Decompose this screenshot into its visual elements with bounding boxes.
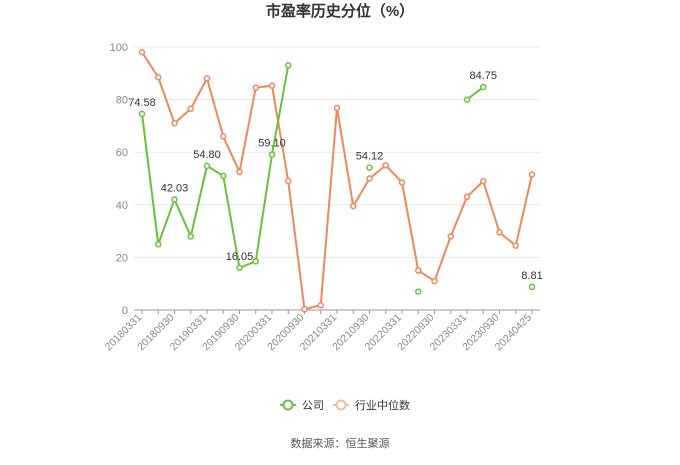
data-point[interactable] (155, 241, 162, 248)
data-label: 54.80 (193, 149, 221, 161)
data-point[interactable] (171, 196, 178, 203)
data-point[interactable] (187, 105, 194, 113)
data-point[interactable] (382, 162, 389, 169)
series-line (141, 65, 290, 269)
data-label: 74.58 (128, 97, 156, 109)
data-point[interactable] (317, 302, 324, 309)
data-point[interactable] (187, 233, 194, 240)
data-point[interactable] (366, 164, 373, 171)
x-axis: 2018033120180930201903312019093020200331… (103, 309, 540, 353)
series-company (138, 62, 536, 295)
legend: 公司 行业中位数 (280, 398, 410, 412)
legend-company-label: 公司 (302, 400, 324, 412)
data-label: 8.81 (521, 270, 542, 282)
data-point[interactable] (220, 172, 227, 180)
data-point[interactable] (480, 83, 487, 91)
legend-industry-marker (335, 399, 347, 411)
data-point[interactable] (155, 73, 162, 81)
data-point[interactable] (138, 49, 146, 56)
data-point[interactable] (268, 151, 276, 158)
series-industry-median (138, 49, 536, 313)
data-point[interactable] (463, 96, 471, 103)
series-line (141, 51, 533, 311)
data-point[interactable] (528, 171, 536, 178)
data-point[interactable] (138, 110, 146, 118)
data-label: 84.75 (469, 70, 497, 82)
data-point[interactable] (415, 267, 422, 274)
data-point[interactable] (203, 162, 211, 170)
data-point[interactable] (285, 62, 292, 69)
data-point[interactable] (220, 133, 227, 140)
data-point[interactable] (512, 242, 519, 249)
data-point[interactable] (415, 288, 422, 295)
legend-company-marker (282, 399, 294, 411)
data-point[interactable] (203, 75, 211, 82)
chart-title: 市盈率历史分位（%） (266, 2, 414, 20)
data-point[interactable] (480, 177, 487, 185)
data-point[interactable] (431, 277, 438, 285)
data-label: 16.05 (226, 251, 254, 263)
y-axis: 0 20 40 60 80 100 (110, 42, 128, 317)
data-point[interactable] (301, 305, 308, 313)
data-point[interactable] (252, 84, 259, 92)
data-point[interactable] (236, 168, 243, 176)
series-line (466, 86, 484, 101)
data-point[interactable] (333, 104, 341, 112)
data-point[interactable] (496, 229, 503, 236)
legend-industry-label: 行业中位数 (355, 398, 410, 412)
data-point[interactable] (528, 283, 536, 291)
y-tick-label: 100 (110, 42, 128, 54)
y-tick-label: 60 (116, 147, 128, 159)
data-point[interactable] (463, 193, 471, 201)
data-label: 42.03 (161, 182, 189, 194)
data-point[interactable] (268, 82, 276, 89)
data-point[interactable] (252, 258, 259, 265)
data-point[interactable] (350, 202, 357, 210)
y-tick-label: 20 (116, 252, 128, 264)
data-point[interactable] (236, 264, 243, 272)
series-layer (138, 49, 536, 313)
data-source: 数据来源：恒生聚源 (291, 436, 390, 450)
data-point[interactable] (285, 177, 292, 185)
data-label: 59.10 (258, 138, 286, 150)
data-point[interactable] (366, 175, 373, 182)
data-point[interactable] (171, 120, 178, 127)
y-tick-label: 0 (122, 305, 128, 317)
data-labels: 74.58 42.03 54.80 16.05 59.10 54.12 84.75 8.81 (128, 70, 542, 282)
data-point[interactable] (398, 179, 406, 186)
y-tick-label: 40 (116, 200, 128, 212)
legend-item-company[interactable]: 公司 (280, 399, 324, 412)
data-point[interactable] (447, 233, 454, 240)
y-tick-label: 80 (116, 95, 128, 107)
data-label: 54.12 (356, 151, 384, 163)
legend-item-industry-median[interactable]: 行业中位数 (333, 398, 410, 412)
grid-lines (134, 46, 540, 258)
